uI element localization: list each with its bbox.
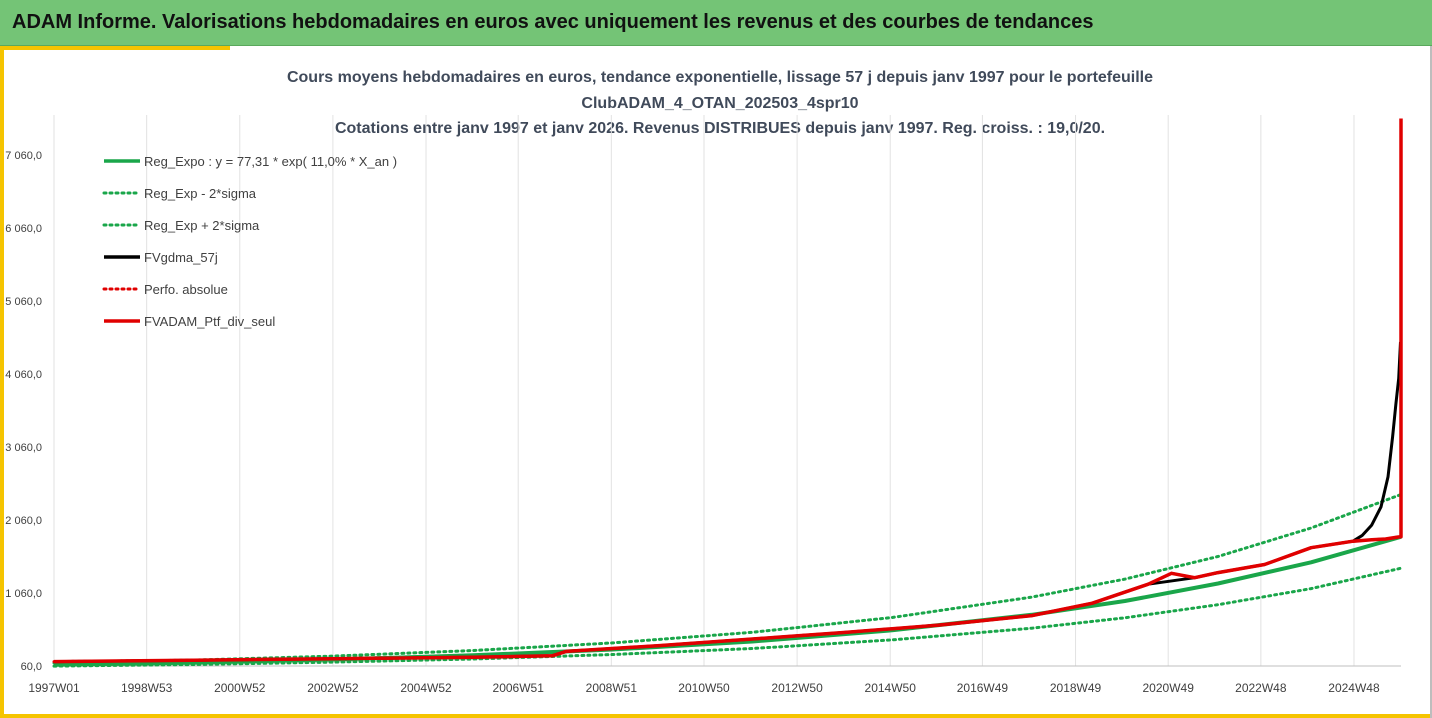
series-line-fvgdma-57j	[53, 341, 1402, 664]
x-tick-label: 2006W51	[493, 681, 545, 695]
y-tick-label: 4 060,0	[5, 369, 42, 381]
chart-title-line-3: Cotations entre janv 1997 et janv 2026. …	[335, 120, 1105, 137]
x-tick-label: 2008W51	[586, 681, 638, 695]
y-axis-ticks: 60,0 1 060,0 2 060,0 3 060,0 4 060,0 5 060,0 6…	[5, 150, 42, 673]
y-tick-label: 3 060,0	[5, 442, 42, 454]
y-tick-label: 7 060,0	[5, 150, 42, 162]
x-tick-label: 2000W52	[214, 681, 266, 695]
legend-label: Perfo. absolue	[144, 282, 228, 297]
y-tick-label: 6 060,0	[5, 223, 42, 235]
series-line-reg-expo-y-77-31-exp-11-0-x-an	[53, 534, 1402, 667]
x-tick-label: 2002W52	[307, 681, 359, 695]
report-title: ADAM Informe. Valorisations hebdomadaire…	[12, 11, 1094, 33]
legend-label: Reg_Exp + 2*sigma	[144, 218, 260, 233]
x-tick-label: 2018W49	[1050, 681, 1102, 695]
y-tick-label: 1 060,0	[5, 588, 42, 600]
x-tick-label: 2014W50	[865, 681, 917, 695]
y-tick-label: 5 060,0	[5, 296, 42, 308]
accent-bar-bottom	[0, 714, 1432, 718]
legend-label: Reg_Expo : y = 77,31 * exp( 11,0% * X_an…	[144, 154, 397, 169]
x-tick-label: 2020W49	[1143, 681, 1195, 695]
series-line-reg-exp-2-sigma	[52, 566, 1403, 668]
x-tick-label: 1997W01	[28, 681, 80, 695]
accent-bar-top	[0, 46, 230, 50]
x-tick-label: 2024W48	[1328, 681, 1380, 695]
report-banner: ADAM Informe. Valorisations hebdomadaire…	[0, 0, 1432, 46]
x-tick-label: 2010W50	[678, 681, 730, 695]
series-line-reg-exp-2-sigma	[52, 493, 1403, 665]
series-group	[52, 118, 1403, 668]
legend-label: FVADAM_Ptf_div_seul	[144, 314, 275, 329]
frame-border-right	[1430, 46, 1432, 718]
y-tick-label: 2 060,0	[5, 515, 42, 527]
y-tick-label: 60,0	[21, 661, 42, 673]
chart-title-block: Cours moyens hebdomadaires en euros, ten…	[287, 69, 1153, 137]
gridlines	[53, 115, 1401, 667]
chart-title-line-2: ClubADAM_4_OTAN_202503_4spr10	[581, 95, 858, 112]
chart-title-line-1: Cours moyens hebdomadaires en euros, ten…	[287, 69, 1153, 86]
x-tick-label: 2004W52	[400, 681, 452, 695]
legend: Reg_Expo : y = 77,31 * exp( 11,0% * X_an…	[102, 154, 397, 329]
series-line-fvadam-ptf-div-seul	[53, 118, 1403, 664]
x-tick-label: 2012W50	[771, 681, 823, 695]
x-axis-ticks: 1997W01 1998W53 2000W52 2002W52 2004W52 2006W…	[28, 681, 1380, 695]
x-tick-label: 2022W48	[1235, 681, 1287, 695]
performance-line-chart: Cours moyens hebdomadaires en euros, ten…	[5, 69, 1403, 695]
x-tick-label: 1998W53	[121, 681, 173, 695]
legend-label: Reg_Exp - 2*sigma	[144, 186, 257, 201]
accent-bar-left	[0, 46, 4, 718]
x-tick-label: 2016W49	[957, 681, 1009, 695]
legend-label: FVgdma_57j	[144, 250, 218, 265]
